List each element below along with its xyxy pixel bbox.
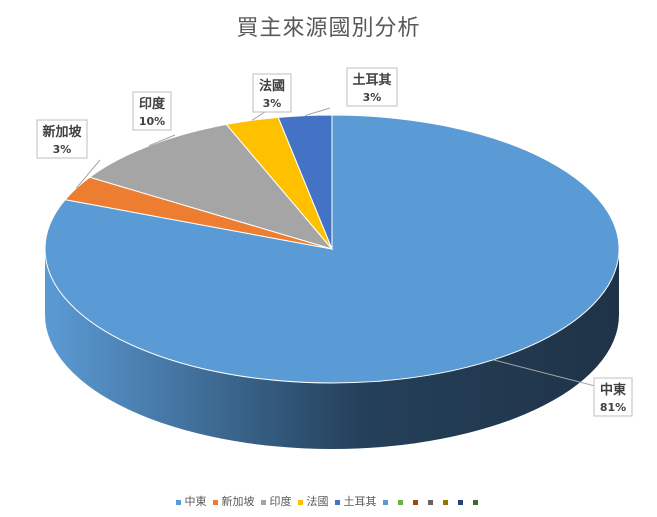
legend-swatch [397, 499, 403, 505]
legend-item-empty [427, 495, 437, 508]
data-label-土耳其: 土耳其 3% [346, 67, 398, 107]
legend-item-empty [457, 495, 467, 508]
legend-swatch [212, 499, 218, 505]
legend-item: 印度 [260, 493, 292, 509]
label-name: 中東 [600, 382, 626, 398]
label-value: 10% [139, 115, 165, 128]
legend-swatch [457, 499, 463, 505]
legend-swatch [260, 499, 266, 505]
chart-title: 買主來源國別分析 [236, 16, 421, 41]
leader-line-土耳其 [304, 107, 331, 117]
legend-swatch [382, 499, 388, 505]
legend-swatch [442, 499, 448, 505]
data-label-法國: 法國 3% [252, 73, 292, 113]
label-value: 3% [53, 143, 72, 156]
label-name: 新加坡 [42, 124, 82, 140]
legend-swatch [427, 499, 433, 505]
leader-line-新加坡 [75, 159, 101, 189]
label-value: 3% [263, 97, 282, 110]
label-value: 81% [600, 401, 626, 414]
label-value: 3% [363, 91, 382, 104]
legend-item-empty [382, 495, 392, 508]
data-label-新加坡: 新加坡 3% [36, 119, 88, 159]
legend-item-empty [472, 495, 482, 508]
legend-item: 法國 [297, 493, 329, 509]
legend-item-empty [412, 495, 422, 508]
label-name: 法國 [259, 78, 285, 94]
legend-label: 土耳其 [343, 495, 377, 508]
label-name: 印度 [139, 96, 166, 112]
leader-line-中東 [493, 359, 596, 387]
label-name: 土耳其 [352, 72, 391, 88]
legend-swatch [334, 499, 340, 505]
legend-item-empty [397, 495, 407, 508]
legend-label: 中東 [184, 495, 207, 508]
legend-label: 法國 [306, 495, 329, 508]
legend-label: 新加坡 [221, 495, 255, 508]
legend: 中東 新加坡 印度 法國 土耳其 [0, 493, 657, 509]
legend-item: 新加坡 [212, 493, 255, 509]
legend-item-empty [442, 495, 452, 508]
legend-label: 印度 [269, 495, 292, 508]
leader-line-印度 [148, 134, 176, 147]
data-label-印度: 印度 10% [132, 91, 172, 131]
legend-swatch [472, 499, 478, 505]
legend-swatch [297, 499, 303, 505]
legend-swatch [412, 499, 418, 505]
legend-swatch [175, 499, 181, 505]
legend-item: 土耳其 [334, 493, 377, 509]
legend-item: 中東 [175, 493, 207, 509]
pie-side-中東 [45, 249, 619, 449]
data-label-中東: 中東 81% [593, 377, 633, 417]
